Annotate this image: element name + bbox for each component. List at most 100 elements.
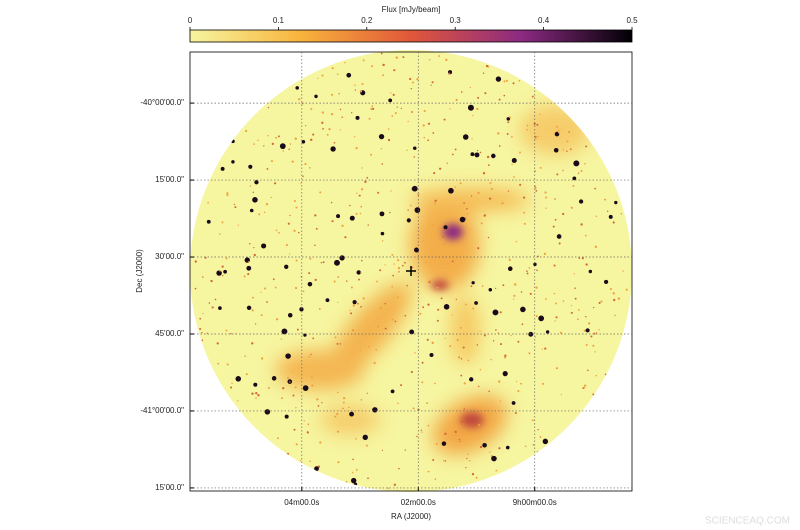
point-source: [341, 116, 343, 118]
point-source: [211, 306, 214, 309]
point-source: [328, 128, 331, 131]
point-source: [353, 136, 356, 138]
point-source: [202, 276, 204, 278]
point-source: [295, 259, 298, 262]
point-source: [538, 315, 545, 322]
point-source: [234, 206, 237, 209]
point-source: [342, 401, 345, 404]
point-source: [411, 266, 414, 269]
point-source: [337, 276, 339, 278]
point-source: [272, 278, 275, 281]
point-source: [539, 113, 541, 115]
point-source: [477, 247, 480, 250]
point-source: [407, 120, 409, 123]
point-source: [472, 114, 474, 117]
point-source: [253, 253, 256, 257]
point-source: [476, 107, 479, 111]
point-source: [485, 64, 489, 68]
point-source: [444, 337, 446, 339]
point-source: [506, 133, 509, 135]
point-source: [482, 442, 487, 448]
point-source: [223, 269, 227, 274]
point-source: [360, 205, 363, 208]
point-source: [390, 389, 395, 394]
point-source: [319, 441, 322, 444]
point-source: [230, 386, 233, 389]
point-source: [308, 355, 311, 358]
point-source: [361, 82, 364, 85]
point-source: [454, 430, 457, 433]
point-source: [412, 81, 414, 84]
point-source: [287, 222, 290, 225]
point-source: [536, 269, 538, 272]
point-source: [390, 92, 392, 94]
point-source: [355, 438, 357, 440]
point-source: [588, 269, 593, 274]
point-source: [398, 270, 400, 273]
point-source: [376, 280, 378, 283]
point-source: [311, 376, 313, 379]
point-source: [275, 318, 279, 321]
point-source: [359, 212, 362, 215]
point-source: [455, 98, 458, 101]
point-source: [595, 215, 598, 217]
point-source: [421, 361, 424, 364]
point-source: [503, 94, 506, 97]
point-source: [477, 96, 480, 99]
point-source: [443, 304, 450, 310]
point-source: [587, 369, 589, 372]
point-source: [352, 304, 355, 307]
point-source: [570, 304, 573, 307]
point-source: [339, 343, 342, 345]
point-source: [505, 445, 510, 450]
point-source: [391, 253, 394, 256]
point-source: [470, 152, 475, 157]
point-source: [465, 466, 467, 469]
point-source: [280, 338, 282, 340]
point-source: [382, 63, 385, 67]
point-source: [379, 307, 382, 310]
point-source: [451, 153, 454, 156]
point-source: [444, 432, 447, 436]
point-source: [503, 80, 506, 83]
point-source: [362, 297, 365, 300]
point-source: [414, 207, 421, 213]
point-source: [255, 397, 257, 399]
point-source: [291, 160, 294, 163]
point-source: [344, 236, 347, 239]
point-source: [443, 118, 446, 121]
point-source: [483, 334, 486, 337]
point-source: [368, 117, 371, 120]
point-source: [371, 105, 373, 107]
point-source: [427, 303, 430, 306]
point-source: [467, 453, 469, 456]
point-source: [370, 65, 373, 68]
point-source: [483, 214, 486, 217]
point-source: [495, 329, 497, 331]
point-source: [397, 402, 399, 405]
point-source: [330, 201, 333, 204]
point-source: [498, 447, 501, 450]
point-source: [393, 483, 397, 486]
point-source: [362, 59, 365, 62]
point-source: [460, 91, 463, 93]
point-source: [331, 67, 334, 70]
point-source: [446, 162, 449, 165]
point-source: [562, 212, 565, 216]
point-source: [230, 332, 232, 335]
point-source: [220, 166, 225, 171]
point-source: [391, 115, 394, 117]
point-source: [308, 272, 311, 275]
point-source: [435, 442, 438, 445]
point-source: [304, 162, 307, 166]
colorbar-tick-label: 0.5: [626, 16, 638, 25]
point-source: [585, 328, 590, 333]
point-source: [225, 329, 228, 332]
point-source: [526, 270, 528, 273]
point-source: [427, 470, 430, 473]
point-source: [436, 319, 439, 322]
point-source: [502, 284, 505, 287]
point-source: [545, 196, 548, 199]
point-source: [558, 129, 560, 132]
